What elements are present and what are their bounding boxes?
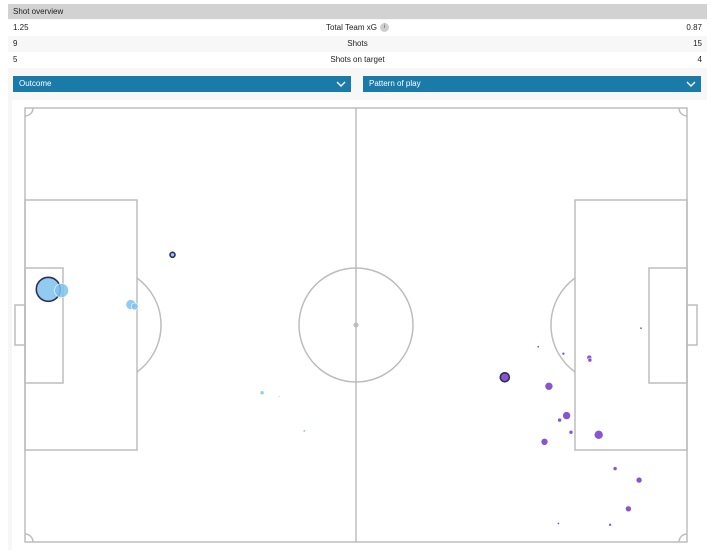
right-six-yard-box <box>648 267 688 384</box>
away-shots-value: 15 <box>693 39 702 48</box>
info-icon[interactable]: i <box>379 23 389 33</box>
right-penalty-arc <box>550 277 576 373</box>
corner-arc-bl <box>24 533 34 543</box>
home-shot-marker[interactable] <box>302 429 306 433</box>
pattern-dropdown-label: Pattern of play <box>369 79 421 88</box>
away-shot-marker[interactable] <box>635 476 643 484</box>
home-sot-value: 5 <box>13 55 18 64</box>
left-penalty-arc <box>136 277 162 373</box>
away-xg-value: 0.87 <box>686 23 702 32</box>
away-shot-marker[interactable] <box>557 417 562 423</box>
away-shot-marker[interactable] <box>499 371 511 383</box>
panel-title: Shot overview <box>13 7 64 16</box>
away-shot-marker[interactable] <box>562 411 571 420</box>
stat-row-shots: 9 Shots 15 <box>8 36 707 52</box>
corner-arc-tl <box>24 107 34 117</box>
away-shot-marker[interactable] <box>561 351 566 356</box>
chevron-down-icon <box>336 81 346 87</box>
home-shots-value: 9 <box>13 39 18 48</box>
pitch <box>14 107 698 543</box>
away-shot-marker[interactable] <box>625 505 632 513</box>
pattern-of-play-dropdown[interactable]: Pattern of play <box>363 76 701 92</box>
away-shot-marker[interactable] <box>639 326 643 330</box>
home-shot-marker[interactable] <box>169 251 176 259</box>
centre-circle <box>298 267 414 383</box>
corner-arc-br <box>678 533 688 543</box>
away-shot-marker[interactable] <box>556 521 560 525</box>
stat-row-xg: 1.25 Total Team xG i 0.87 <box>8 20 707 36</box>
xg-label: Total Team xG <box>326 23 377 32</box>
left-goal <box>14 304 26 346</box>
panel-header: Shot overview <box>8 4 707 19</box>
away-shot-marker[interactable] <box>587 357 593 363</box>
away-shot-marker[interactable] <box>608 522 612 527</box>
away-sot-value: 4 <box>697 55 702 64</box>
home-xg-value: 1.25 <box>13 23 29 32</box>
away-shot-marker[interactable] <box>568 429 574 435</box>
chevron-down-icon <box>686 81 696 87</box>
away-shot-marker[interactable] <box>540 437 549 446</box>
shots-layer <box>35 251 643 527</box>
stat-row-shots-on-target: 5 Shots on target 4 <box>8 52 707 68</box>
centre-spot <box>353 322 359 328</box>
away-shot-marker[interactable] <box>593 429 604 440</box>
left-penalty-box <box>24 199 138 451</box>
sot-label: Shots on target <box>330 55 385 64</box>
shot-map <box>12 100 708 550</box>
corner-arc-tr <box>678 107 688 117</box>
away-shot-marker[interactable] <box>544 381 554 391</box>
right-penalty-box <box>574 199 688 451</box>
right-goal <box>686 304 698 346</box>
home-shot-marker[interactable] <box>278 395 281 398</box>
outcome-dropdown-label: Outcome <box>19 79 52 88</box>
shots-label: Shots <box>347 39 368 48</box>
home-shot-marker[interactable] <box>54 283 69 298</box>
away-shot-marker[interactable] <box>536 345 540 349</box>
home-shot-marker[interactable] <box>259 390 265 396</box>
home-shot-marker[interactable] <box>130 302 139 311</box>
outcome-dropdown[interactable]: Outcome <box>13 76 351 92</box>
away-shot-marker[interactable] <box>612 466 618 471</box>
